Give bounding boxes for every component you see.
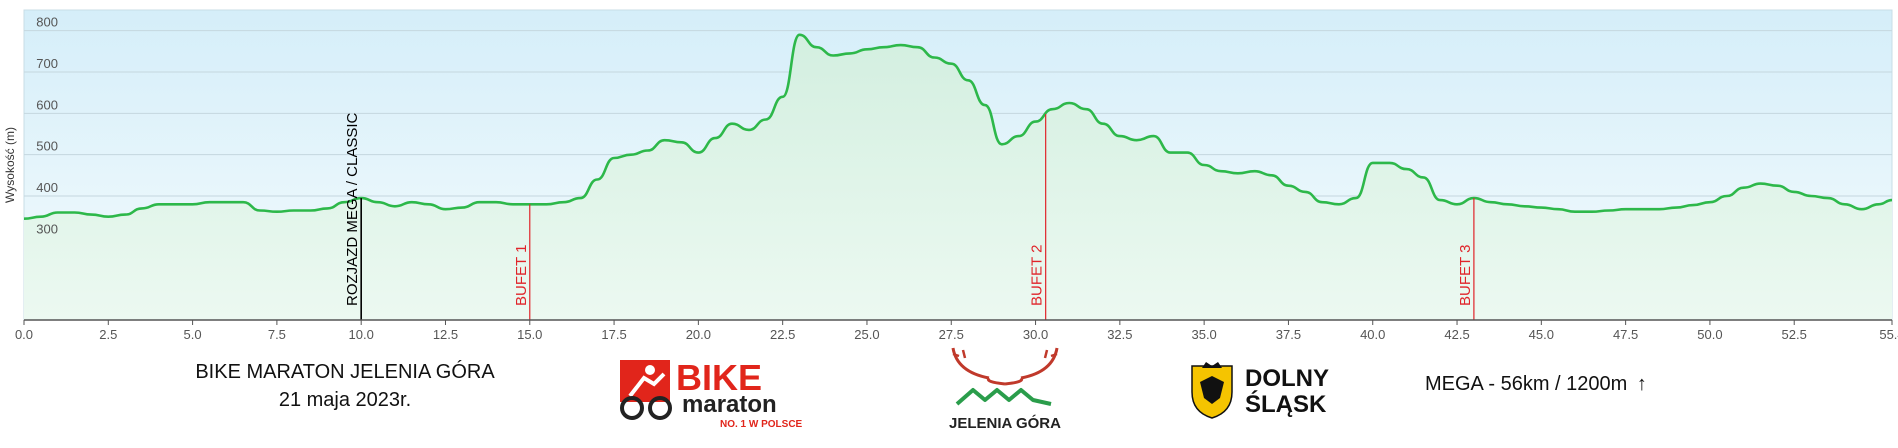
y-tick-label: 400 bbox=[36, 180, 58, 195]
elevation-chart: ROZJAZD MEGA / CLASSIC BUFET 1 BUFET 2 BUFE… bbox=[3, 9, 1898, 342]
y-tick-label: 600 bbox=[36, 97, 58, 112]
x-tick-label: 12.5 bbox=[433, 327, 458, 342]
y-tick-label: 800 bbox=[36, 15, 58, 30]
bike-logo-line2: maraton bbox=[682, 391, 777, 418]
event-date: 21 maja 2023r. bbox=[278, 389, 412, 411]
event-title: BIKE MARATON JELENIA GÓRA bbox=[195, 361, 495, 383]
x-tick-label: 55.4 bbox=[1879, 327, 1898, 342]
x-tick-label: 42.5 bbox=[1444, 327, 1469, 342]
x-tick-label: 2.5 bbox=[99, 327, 117, 342]
x-tick-label: 50.0 bbox=[1697, 327, 1722, 342]
x-tick-label: 52.5 bbox=[1782, 327, 1807, 342]
y-axis-label: Wysokość (m) bbox=[3, 127, 17, 203]
bike-logo-line3: NO. 1 W POLSCE bbox=[720, 419, 803, 430]
marker-label: BUFET 3 bbox=[1457, 245, 1474, 306]
y-tick-label: 300 bbox=[36, 221, 58, 236]
x-tick-label: 37.5 bbox=[1276, 327, 1301, 342]
mega-route-summary: MEGA - 56km / 1200m ↑ bbox=[1425, 373, 1647, 396]
x-tick-label: 35.0 bbox=[1191, 327, 1216, 342]
x-tick-label: 25.0 bbox=[854, 327, 879, 342]
cyclist-icon bbox=[620, 360, 672, 420]
dolny-slask-logo: DOLNY ŚLĄSK bbox=[1190, 360, 1360, 420]
x-tick-label: 22.5 bbox=[770, 327, 795, 342]
eagle-crest-icon bbox=[1191, 362, 1233, 419]
x-tick-label: 20.0 bbox=[686, 327, 711, 342]
x-tick-label: 40.0 bbox=[1360, 327, 1385, 342]
x-tick-label: 7.5 bbox=[268, 327, 286, 342]
x-tick-label: 0.0 bbox=[15, 327, 33, 342]
arrow-up-icon: ↑ bbox=[1636, 373, 1647, 395]
dolny-logo-line1: DOLNY bbox=[1245, 365, 1329, 392]
bike-logo-line1: BIKE bbox=[676, 357, 762, 398]
x-tick-label: 5.0 bbox=[184, 327, 202, 342]
x-tick-label: 10.0 bbox=[349, 327, 374, 342]
x-tick-label: 15.0 bbox=[517, 327, 542, 342]
mega-summary-text: MEGA - 56km / 1200m bbox=[1425, 373, 1628, 395]
x-tick-label: 32.5 bbox=[1107, 327, 1132, 342]
jelenia-logo-text: JELENIA GÓRA bbox=[949, 414, 1061, 432]
route-markers: ROZJAZD MEGA / CLASSIC BUFET 1 BUFET 2 BUFE… bbox=[344, 112, 1475, 320]
dolny-logo-line2: ŚLĄSK bbox=[1245, 390, 1327, 418]
y-axis-ticks: 300 400 500 600 700 800 bbox=[36, 15, 58, 237]
bike-maraton-logo: BIKE maraton NO. 1 W POLSCE bbox=[620, 356, 815, 431]
antlers-mountains-icon bbox=[951, 347, 1059, 406]
elevation-area bbox=[24, 34, 1892, 321]
x-tick-label: 47.5 bbox=[1613, 327, 1638, 342]
y-tick-label: 500 bbox=[36, 139, 58, 154]
marker-label: BUFET 2 bbox=[1029, 245, 1046, 306]
x-tick-label: 30.0 bbox=[1023, 327, 1048, 342]
x-tick-label: 17.5 bbox=[601, 327, 626, 342]
x-tick-label: 45.0 bbox=[1529, 327, 1554, 342]
elevation-line bbox=[23, 33, 1893, 220]
x-axis-ticks: 0.0 2.5 5.0 7.5 10.0 12.5 15.0 17.5 20.0 22.5 25.0… bbox=[15, 320, 1898, 342]
event-info: BIKE MARATON JELENIA GÓRA 21 maja 2023r. bbox=[170, 358, 520, 448]
jelenia-gora-logo: JELENIA GÓRA bbox=[945, 346, 1065, 440]
marker-label: BUFET 1 bbox=[513, 245, 530, 306]
y-tick-label: 700 bbox=[36, 56, 58, 71]
x-tick-label: 27.5 bbox=[939, 327, 964, 342]
marker-label: ROZJAZD MEGA / CLASSIC bbox=[344, 112, 361, 306]
